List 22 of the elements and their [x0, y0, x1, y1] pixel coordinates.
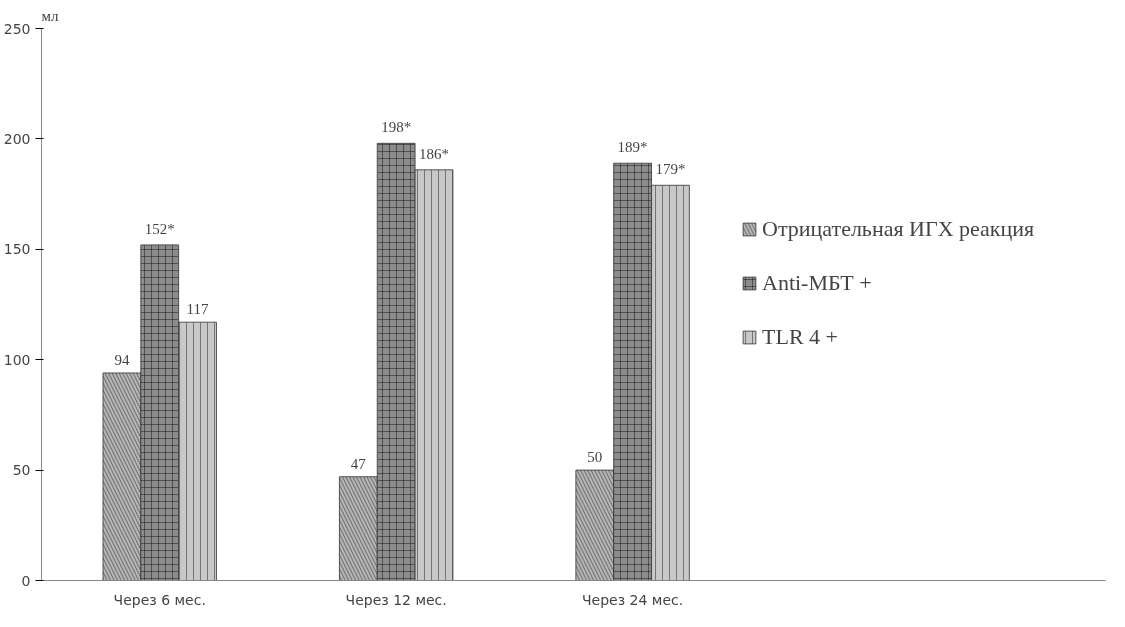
data-label: 117 — [186, 301, 210, 318]
data-label: 50 — [587, 449, 603, 466]
data-label: 152* — [144, 220, 175, 237]
legend-label: Anti-МБТ + — [762, 270, 872, 296]
y-tick-label: 200 — [3, 130, 31, 147]
y-tick-label: 250 — [3, 20, 31, 37]
y-axis-title: мл — [41, 7, 59, 24]
x-tick-label: Через 24 мес. — [582, 591, 684, 608]
y-tick-label: 150 — [3, 241, 31, 258]
x-tick-label: Через 12 мес. — [345, 591, 447, 608]
data-label: 198* — [381, 119, 412, 136]
data-label: 186* — [419, 145, 449, 162]
legend-label: Отрицательная ИГХ реакция — [762, 216, 1035, 242]
y-tick-label: 50 — [12, 462, 31, 479]
x-tick-label: Через 6 мес. — [113, 591, 206, 608]
data-label: 94 — [114, 351, 130, 368]
data-label: 179* — [655, 161, 686, 178]
y-tick-label: 0 — [21, 572, 31, 589]
data-label: 189* — [617, 139, 648, 156]
y-tick-label: 100 — [3, 351, 31, 368]
legend-label: TLR 4 + — [762, 324, 838, 350]
data-label: 47 — [350, 455, 367, 472]
